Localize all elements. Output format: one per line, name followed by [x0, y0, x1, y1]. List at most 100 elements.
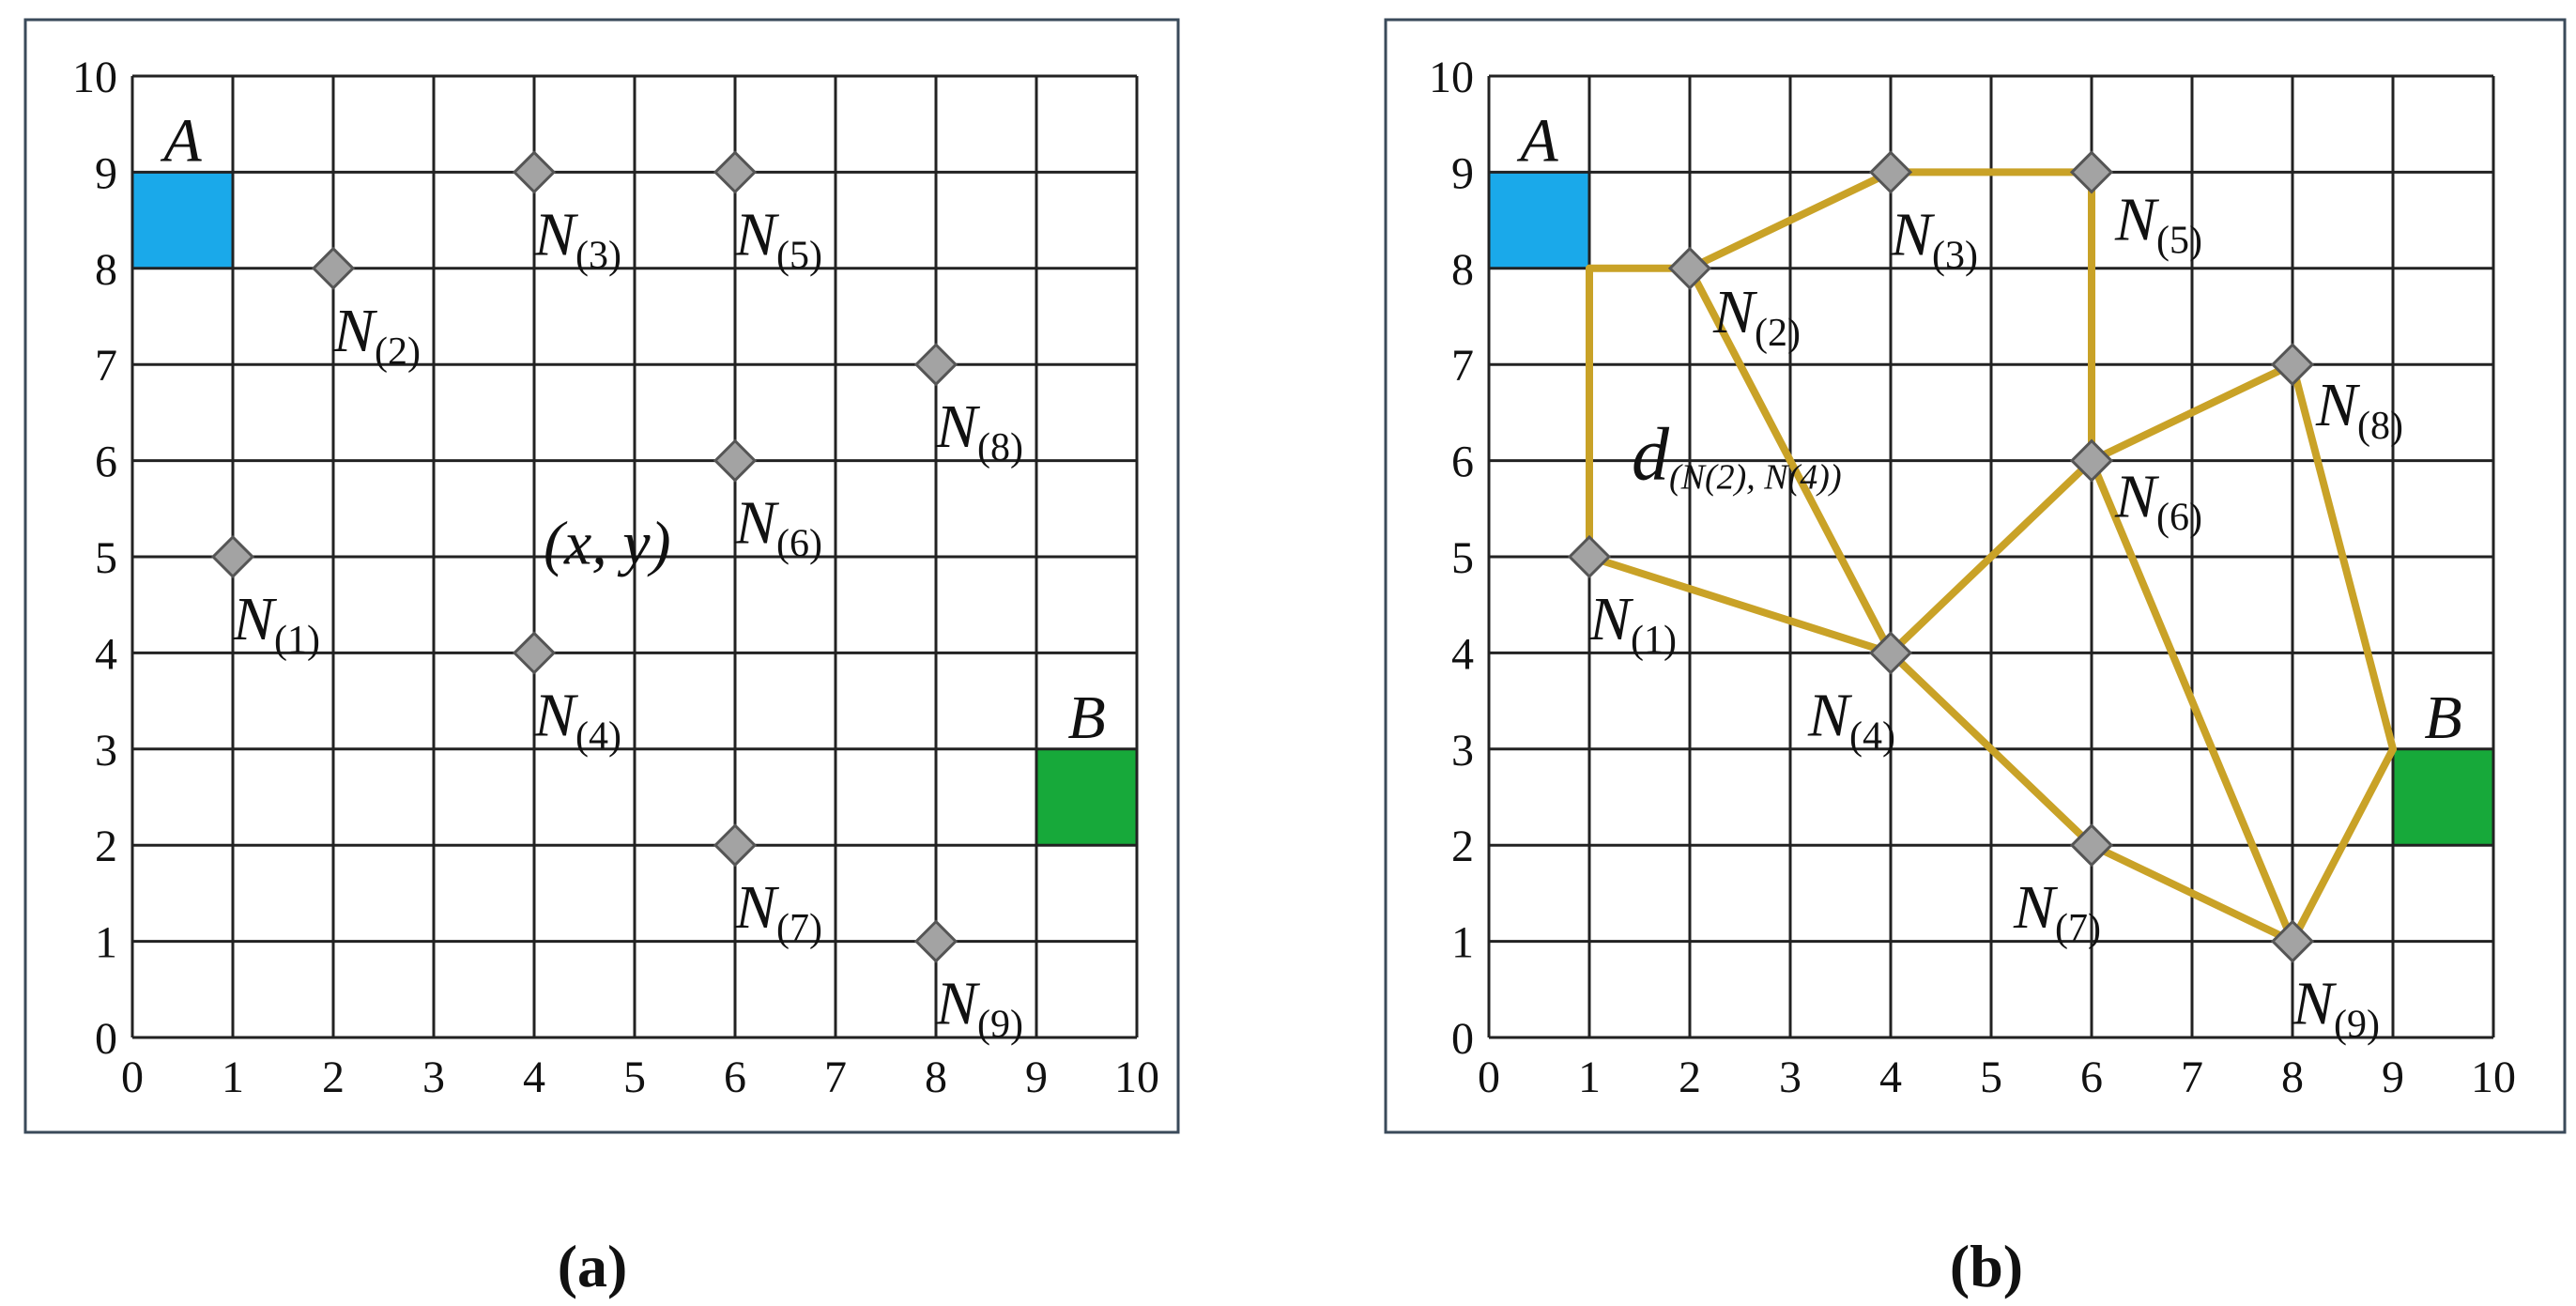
- node-label-sub: (5): [2156, 219, 2202, 262]
- node-label: N(6): [734, 489, 822, 566]
- y-tick-label: 9: [1451, 148, 1474, 198]
- x-tick-label: 4: [1879, 1052, 1902, 1102]
- node-label-name: N: [2315, 371, 2361, 439]
- y-tick-label: 7: [95, 341, 117, 391]
- node-label-name: N: [1712, 278, 1758, 346]
- node-label-sub: (6): [2156, 497, 2202, 540]
- node-label-sub: (1): [274, 619, 320, 662]
- edge: [2289, 361, 2397, 753]
- node: [2270, 343, 2315, 387]
- y-tick-label: 8: [95, 245, 117, 295]
- region-label: B: [1067, 684, 1105, 752]
- node: [1667, 246, 1712, 290]
- region: [1036, 748, 1137, 846]
- node-label: N(2): [1712, 278, 1801, 355]
- x-tick-label: 9: [2382, 1052, 2404, 1102]
- region: [2393, 748, 2493, 846]
- node-label-name: N: [2013, 873, 2059, 942]
- edge: [2289, 745, 2397, 945]
- panel: AB0 1 2 3 4 5 6 7 8 9 10012345678910N(1)N(2)N(3)N(…: [1429, 53, 2516, 1299]
- y-tick-label: 1: [1451, 918, 1474, 968]
- x-tick-label: 2: [1679, 1052, 1701, 1102]
- node-label-sub: (7): [2055, 907, 2101, 950]
- node-label-sub: (4): [575, 714, 621, 758]
- y-tick-label: 10: [1429, 53, 1474, 102]
- x-tick-label: 8: [925, 1052, 947, 1102]
- region: [1489, 172, 1589, 269]
- node-label-sub: (9): [977, 1004, 1023, 1047]
- caption: (b): [1950, 1233, 2023, 1299]
- node-label-sub: (9): [2334, 1004, 2380, 1047]
- node-label-sub: (8): [977, 426, 1023, 469]
- y-tick-label: 3: [1451, 726, 1474, 776]
- x-tick-label: 8: [2281, 1052, 2304, 1102]
- region-label: B: [2424, 684, 2461, 752]
- y-tick-label: 2: [1451, 822, 1474, 871]
- node-label-name: N: [533, 200, 579, 269]
- edge: [1887, 456, 2095, 657]
- node: [1868, 631, 1913, 675]
- x-tick-label: 1: [222, 1052, 244, 1102]
- node-label: N(6): [2114, 463, 2202, 540]
- edge: [1686, 264, 1894, 657]
- panel: AB0 1 2 3 4 5 6 7 8 9 10012345678910N(1)N(2)N(3)N(…: [72, 53, 1159, 1299]
- node-label-name: N: [1588, 585, 1634, 653]
- node: [512, 150, 557, 194]
- node-label-sub: (1): [1631, 619, 1677, 662]
- x-tick-label: 6: [2080, 1052, 2103, 1102]
- y-tick-label: 4: [1451, 629, 1474, 679]
- node-label-sub: (6): [776, 523, 822, 566]
- y-tick-label: 5: [1451, 533, 1474, 583]
- y-tick-label: 1: [95, 918, 117, 968]
- y-tick-label: 6: [95, 438, 117, 487]
- node: [713, 823, 758, 868]
- node-label-name: N: [1807, 681, 1853, 749]
- node-label: N(1): [1588, 585, 1677, 662]
- node-label: N(4): [1807, 681, 1895, 758]
- y-tick-label: 3: [95, 726, 117, 776]
- node-label-sub: (3): [575, 234, 621, 277]
- x-tick-label: 7: [2181, 1052, 2203, 1102]
- x-tick-label: 0: [121, 1052, 144, 1102]
- node-label-sub: (2): [1755, 312, 1801, 355]
- region-label: A: [160, 106, 202, 175]
- annotation: d(N(2), N(4)): [1632, 414, 1842, 498]
- panel-frame: [23, 18, 1180, 1134]
- node-label-sub: (8): [2357, 405, 2403, 448]
- region: [132, 172, 233, 269]
- node: [2270, 919, 2315, 963]
- node-label: N(1): [232, 585, 320, 662]
- edge: [2088, 456, 2296, 945]
- y-tick-label: 10: [72, 53, 117, 102]
- edge: [2088, 361, 2296, 465]
- edge: [1686, 168, 1894, 272]
- annotation-sub: (N(2), N(4)): [1669, 458, 1842, 498]
- edge: [1887, 649, 2095, 850]
- x-tick-label: 10: [2471, 1052, 2516, 1102]
- node-label-sub: (4): [1849, 714, 1895, 758]
- node-label: N(7): [734, 873, 822, 950]
- x-tick-label: 5: [1980, 1052, 2002, 1102]
- node-label-name: N: [232, 585, 278, 653]
- node-label: N(5): [2114, 185, 2202, 262]
- node-label: N(3): [1890, 200, 1978, 277]
- node-label-name: N: [2114, 185, 2160, 254]
- node: [2069, 150, 2114, 194]
- node: [913, 343, 958, 387]
- node-label-sub: (3): [1932, 234, 1978, 277]
- x-tick-label: 4: [523, 1052, 545, 1102]
- node-label-name: N: [935, 970, 981, 1038]
- node: [1868, 150, 1913, 194]
- node: [2069, 823, 2114, 868]
- y-tick-label: 9: [95, 148, 117, 198]
- node: [2069, 438, 2114, 483]
- x-tick-label: 9: [1025, 1052, 1048, 1102]
- y-tick-label: 5: [95, 533, 117, 583]
- node: [713, 438, 758, 483]
- node: [1567, 534, 1612, 579]
- node-label: N(9): [935, 970, 1023, 1047]
- x-tick-label: 0: [1478, 1052, 1500, 1102]
- x-tick-label: 3: [422, 1052, 445, 1102]
- node-label-sub: (2): [375, 330, 421, 374]
